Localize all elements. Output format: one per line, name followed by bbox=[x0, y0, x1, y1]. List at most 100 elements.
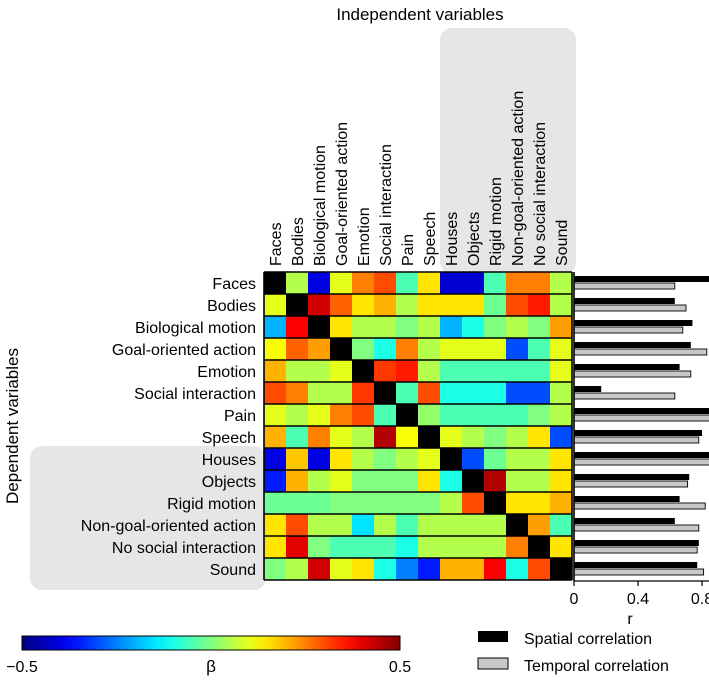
heatmap-cell bbox=[528, 338, 550, 360]
heatmap-cell bbox=[374, 492, 396, 514]
heatmap-cell bbox=[484, 382, 506, 404]
column-label: Biological motion bbox=[312, 145, 329, 266]
heatmap-cell bbox=[286, 404, 308, 426]
heatmap-cell bbox=[286, 536, 308, 558]
heatmap-cell bbox=[396, 492, 418, 514]
heatmap-cell bbox=[550, 382, 572, 404]
heatmap-cell bbox=[396, 404, 418, 426]
colorbar-label: β bbox=[206, 657, 216, 676]
column-label: Non-goal-oriented action bbox=[510, 91, 527, 266]
heatmap-cell bbox=[440, 382, 462, 404]
heatmap-cell bbox=[330, 536, 352, 558]
column-label: Houses bbox=[444, 212, 461, 266]
heatmap-cell bbox=[484, 492, 506, 514]
bar-temporal bbox=[573, 480, 689, 488]
heatmap-cell bbox=[418, 360, 440, 382]
heatmap-cell bbox=[286, 514, 308, 536]
bar-temporal bbox=[573, 524, 700, 532]
heatmap-cell bbox=[352, 294, 374, 316]
heatmap-cell bbox=[374, 404, 396, 426]
row-label: Social interaction bbox=[134, 386, 256, 403]
heatmap-cell bbox=[484, 338, 506, 360]
heatmap-cell bbox=[330, 338, 352, 360]
heatmap-cell bbox=[396, 514, 418, 536]
heatmap-cell bbox=[528, 558, 550, 580]
heatmap-cell bbox=[352, 404, 374, 426]
heatmap-cell bbox=[506, 338, 528, 360]
heatmap-cell bbox=[528, 382, 550, 404]
heatmap-cell bbox=[484, 404, 506, 426]
y-axis-title: Dependent variables bbox=[3, 348, 22, 504]
bar-spatial bbox=[574, 364, 680, 370]
column-label: Sound bbox=[554, 220, 571, 266]
heatmap-cell bbox=[462, 536, 484, 558]
heatmap-cell bbox=[308, 294, 330, 316]
column-label: Social interaction bbox=[378, 144, 395, 266]
heatmap-cell bbox=[330, 448, 352, 470]
heatmap-cell bbox=[374, 448, 396, 470]
heatmap-cell bbox=[308, 470, 330, 492]
heatmap-cell bbox=[264, 360, 286, 382]
heatmap-cell bbox=[484, 426, 506, 448]
heatmap-cell bbox=[418, 316, 440, 338]
heatmap-cell bbox=[374, 338, 396, 360]
heatmap-cell bbox=[418, 294, 440, 316]
heatmap-cell bbox=[396, 382, 418, 404]
heatmap-cell bbox=[506, 448, 528, 470]
heatmap-cell bbox=[330, 404, 352, 426]
heatmap-cell bbox=[506, 514, 528, 536]
heatmap-cell bbox=[506, 404, 528, 426]
heatmap-cell bbox=[484, 558, 506, 580]
bar-spatial bbox=[574, 452, 709, 458]
heatmap-cell bbox=[506, 536, 528, 558]
heatmap-cell bbox=[440, 470, 462, 492]
legend-swatch-spatial bbox=[478, 631, 508, 642]
heatmap-cell bbox=[550, 294, 572, 316]
heatmap-cell bbox=[440, 492, 462, 514]
heatmap-cell bbox=[286, 558, 308, 580]
bar-temporal bbox=[573, 370, 692, 378]
row-label: Houses bbox=[202, 452, 256, 469]
heatmap-cell bbox=[396, 470, 418, 492]
bar-spatial bbox=[574, 298, 675, 304]
heatmap-cell bbox=[286, 294, 308, 316]
row-label: Speech bbox=[202, 430, 256, 447]
heatmap-cell bbox=[550, 514, 572, 536]
legend-swatch-temporal bbox=[477, 657, 509, 670]
heatmap-cell bbox=[440, 426, 462, 448]
legend-label-spatial: Spatial correlation bbox=[524, 631, 652, 648]
heatmap-cell bbox=[330, 382, 352, 404]
bar-spatial bbox=[574, 276, 709, 282]
heatmap-cell bbox=[396, 360, 418, 382]
heatmap-cell bbox=[330, 558, 352, 580]
bar-spatial bbox=[574, 386, 602, 392]
heatmap-cell bbox=[462, 404, 484, 426]
bar-temporal bbox=[573, 392, 676, 400]
heatmap-cell bbox=[440, 360, 462, 382]
heatmap-cell bbox=[440, 558, 462, 580]
bar-spatial bbox=[574, 342, 691, 348]
heatmap-cell bbox=[462, 316, 484, 338]
heatmap-cell bbox=[506, 470, 528, 492]
heatmap-cell bbox=[462, 514, 484, 536]
heatmap-cell bbox=[374, 558, 396, 580]
heatmap-cell bbox=[462, 426, 484, 448]
heatmap-cell bbox=[462, 470, 484, 492]
heatmap-cell bbox=[528, 316, 550, 338]
column-label: Objects bbox=[466, 212, 483, 266]
heatmap-cell bbox=[506, 294, 528, 316]
legend-label-temporal: Temporal correlation bbox=[524, 658, 669, 675]
heatmap-cell bbox=[418, 272, 440, 294]
heatmap-cell bbox=[550, 426, 572, 448]
heatmap-cell bbox=[286, 426, 308, 448]
bar-temporal bbox=[573, 458, 709, 466]
heatmap-cell bbox=[484, 470, 506, 492]
heatmap-cell bbox=[352, 492, 374, 514]
heatmap-cell bbox=[418, 492, 440, 514]
heatmap-cell bbox=[462, 338, 484, 360]
heatmap-cell bbox=[440, 294, 462, 316]
heatmap-cell bbox=[264, 316, 286, 338]
heatmap-cell bbox=[374, 294, 396, 316]
heatmap-cell bbox=[374, 360, 396, 382]
